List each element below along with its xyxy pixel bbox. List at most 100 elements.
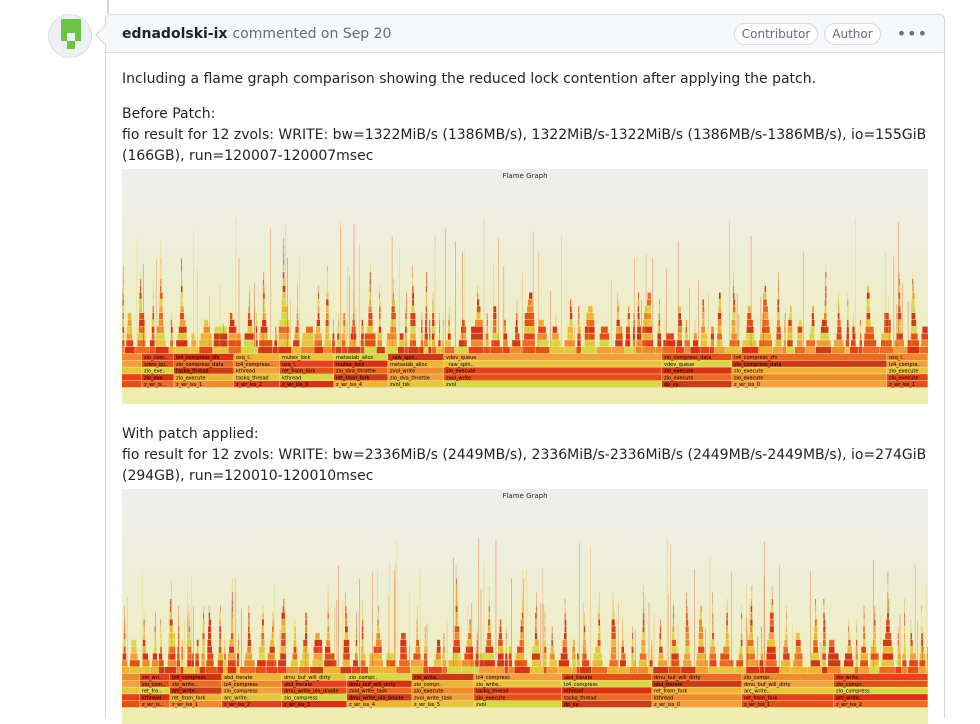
kebab-menu-icon[interactable]: ••• — [893, 24, 932, 43]
flame-frame[interactable] — [444, 640, 445, 646]
flame-frame[interactable] — [672, 640, 676, 646]
flame-frame[interactable] — [480, 653, 494, 659]
flame-frame[interactable] — [679, 306, 681, 312]
flame-frame[interactable] — [123, 306, 124, 312]
flame-frame[interactable] — [649, 667, 653, 673]
flame-frame[interactable] — [643, 599, 644, 605]
flame-frame[interactable] — [634, 313, 635, 319]
flame-frame[interactable] — [897, 327, 901, 333]
flame-frame[interactable] — [651, 647, 652, 653]
flame-frame[interactable] — [637, 327, 641, 333]
flame-frame[interactable] — [629, 667, 637, 673]
flame-frame[interactable] — [426, 306, 427, 312]
flame-frame[interactable] — [786, 626, 787, 632]
flame-frame[interactable] — [860, 320, 861, 326]
flame-frame[interactable] — [131, 640, 136, 646]
flame-frame[interactable] — [124, 633, 126, 639]
flame-frame[interactable] — [732, 320, 736, 326]
flame-frame[interactable] — [685, 327, 687, 333]
flame-frame[interactable] — [262, 320, 266, 326]
flame-frame[interactable] — [421, 327, 422, 333]
flame-frame[interactable] — [875, 613, 876, 619]
flame-frame[interactable] — [215, 327, 227, 333]
flame-frame[interactable] — [160, 633, 161, 639]
flame-frame[interactable] — [786, 619, 787, 625]
flame-frame[interactable] — [255, 347, 258, 353]
flame-frame[interactable] — [578, 306, 579, 312]
flame-frame[interactable] — [155, 619, 156, 625]
flame-frame[interactable] — [919, 660, 925, 666]
flame-frame[interactable] — [326, 306, 328, 312]
flame-frame[interactable] — [199, 347, 212, 353]
flame-frame[interactable] — [429, 327, 430, 333]
flame-frame[interactable] — [904, 626, 905, 632]
flame-frame[interactable] — [142, 660, 149, 666]
flame-frame[interactable] — [368, 313, 372, 319]
flame-frame[interactable] — [711, 340, 714, 346]
flame-frame[interactable] — [927, 660, 928, 666]
flame-frame[interactable] — [203, 640, 205, 646]
flame-frame[interactable] — [581, 347, 596, 353]
flame-frame[interactable] — [332, 340, 335, 346]
flame-frame[interactable] — [230, 313, 232, 319]
flame-frame[interactable] — [467, 640, 472, 646]
flame-frame[interactable] — [129, 667, 141, 673]
flame-frame[interactable] — [188, 653, 194, 659]
flame-frame[interactable] — [831, 347, 844, 353]
flame-frame[interactable] — [711, 333, 714, 339]
flame-frame[interactable] — [718, 667, 734, 673]
flame-frame[interactable] — [228, 653, 236, 659]
flame-frame[interactable] — [122, 681, 140, 687]
flame-frame[interactable] — [747, 640, 753, 646]
flame-frame[interactable] — [536, 606, 537, 612]
flame-frame[interactable] — [676, 347, 684, 353]
flame-frame[interactable] — [143, 647, 146, 653]
flame-frame[interactable] — [795, 653, 803, 659]
flame-frame[interactable] — [343, 320, 345, 326]
flame-frame[interactable] — [369, 299, 371, 305]
flame-frame[interactable] — [815, 606, 816, 612]
flame-frame[interactable] — [255, 667, 265, 673]
flame-frame[interactable] — [128, 320, 132, 326]
flame-frame[interactable] — [762, 327, 770, 333]
flame-frame[interactable] — [241, 347, 254, 353]
flame-frame[interactable] — [199, 340, 212, 346]
flame-frame[interactable] — [153, 306, 154, 312]
flame-frame[interactable] — [775, 340, 781, 346]
flame-frame[interactable] — [176, 340, 187, 346]
flame-frame[interactable] — [683, 660, 692, 666]
flame-frame[interactable] — [324, 347, 332, 353]
flame-frame[interactable] — [909, 660, 918, 666]
flame-frame[interactable] — [657, 333, 661, 339]
flame-frame[interactable] — [808, 667, 822, 673]
flame-frame[interactable] — [247, 327, 252, 333]
flame-frame[interactable] — [300, 660, 309, 666]
flame-frame[interactable] — [219, 647, 222, 653]
flame-frame[interactable] — [552, 333, 559, 339]
flame-frame[interactable] — [888, 572, 889, 578]
flame-frame[interactable] — [182, 647, 183, 653]
flame-frame[interactable] — [282, 299, 286, 305]
flame-frame[interactable] — [197, 640, 199, 646]
flame-frame[interactable] — [611, 626, 615, 632]
flame-frame[interactable] — [171, 333, 173, 339]
avatar[interactable] — [48, 14, 92, 58]
flame-frame[interactable] — [595, 647, 600, 653]
flame-frame[interactable] — [441, 347, 444, 353]
flame-frame[interactable] — [249, 306, 250, 312]
flame-frame[interactable] — [569, 320, 572, 326]
flame-frame[interactable] — [709, 667, 718, 673]
flame-frame[interactable] — [544, 653, 547, 659]
flame-frame[interactable] — [490, 347, 502, 353]
flame-frame[interactable] — [444, 354, 662, 360]
flame-frame[interactable] — [899, 286, 900, 292]
flame-frame[interactable] — [283, 286, 286, 292]
flame-frame[interactable] — [783, 653, 789, 659]
flame-frame[interactable] — [763, 306, 768, 312]
flame-frame[interactable] — [343, 660, 350, 666]
flame-frame[interactable] — [712, 619, 713, 625]
flame-frame[interactable] — [619, 667, 629, 673]
flame-frame[interactable] — [525, 313, 534, 319]
flame-frame[interactable] — [586, 313, 593, 319]
